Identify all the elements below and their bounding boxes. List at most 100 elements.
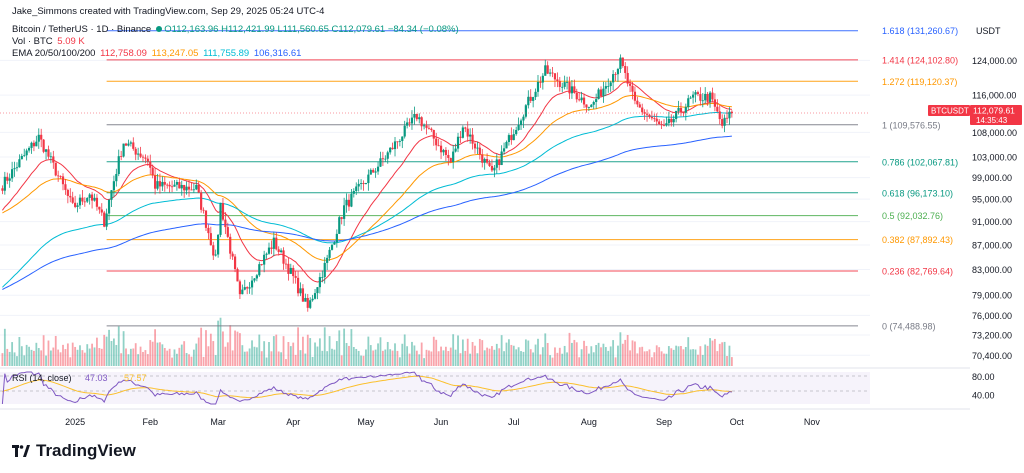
- candle: [255, 273, 258, 282]
- volume-bar: [626, 334, 629, 366]
- candle: [197, 181, 200, 194]
- volume-bar: [648, 349, 651, 366]
- volume-bar: [706, 345, 709, 366]
- volume-bar: [498, 348, 501, 366]
- volume-bar: [369, 345, 372, 366]
- candle: [449, 157, 452, 164]
- volume-bar: [493, 349, 496, 366]
- volume-bar: [704, 344, 707, 366]
- candle: [209, 226, 212, 246]
- candle: [158, 173, 162, 194]
- volume-bar: [338, 330, 341, 366]
- candle: [78, 194, 82, 210]
- volume-bar: [348, 345, 350, 366]
- candle: [333, 241, 336, 245]
- volume-bar: [663, 353, 665, 366]
- volume-bar: [272, 336, 275, 366]
- volume-bar: [556, 352, 559, 366]
- volume-bar: [66, 343, 69, 366]
- candle: [602, 81, 605, 103]
- time-tick-label: Feb: [142, 417, 158, 427]
- ema-label: EMA 20/50/100/200: [12, 48, 96, 59]
- candle: [621, 57, 624, 68]
- volume-bar: [163, 347, 166, 366]
- volume-bar: [529, 349, 532, 366]
- volume-bar: [18, 337, 21, 366]
- candle: [170, 180, 174, 193]
- volume-bar: [571, 342, 573, 366]
- volume-bar: [544, 333, 547, 366]
- ema-legend[interactable]: EMA 20/50/100/200 112,758.09 113,247.05 …: [12, 48, 303, 59]
- candle: [350, 188, 353, 208]
- candle: [590, 103, 593, 108]
- tradingview-logo[interactable]: TradingView: [12, 441, 136, 461]
- volume-bar: [587, 353, 590, 366]
- volume-bar: [716, 351, 719, 366]
- volume-bar: [299, 350, 302, 366]
- candle: [207, 224, 210, 240]
- volume-bar: [607, 350, 610, 366]
- candle: [180, 180, 183, 196]
- symbol-title[interactable]: Bitcoin / TetherUS · 1D · Binance: [12, 24, 152, 35]
- candle: [490, 159, 494, 173]
- volume-bar: [321, 350, 324, 366]
- candle: [229, 233, 232, 260]
- candle: [42, 139, 45, 154]
- volume-bar: [120, 353, 123, 366]
- volume-bar: [612, 340, 615, 366]
- volume-bar: [64, 349, 67, 366]
- candlesticks[interactable]: [1, 54, 733, 312]
- volume-bar: [178, 347, 181, 366]
- fib-level-label: 0.5 (92,032.76): [882, 211, 943, 221]
- volume-bar: [621, 343, 624, 366]
- fib-level-label: 1.414 (124,102.80): [882, 55, 958, 65]
- volume-bar: [185, 353, 188, 366]
- candle: [352, 188, 355, 198]
- price-tick-label: 76,000.00: [972, 311, 1012, 321]
- volume-bar: [675, 345, 678, 366]
- candle: [90, 191, 94, 209]
- candle: [386, 150, 389, 164]
- candle: [459, 130, 462, 143]
- candle: [728, 107, 731, 125]
- candle: [299, 282, 302, 297]
- volume-bar: [728, 345, 731, 366]
- volume-bar: [532, 352, 535, 366]
- volume-bar: [425, 349, 428, 366]
- volume-bar: [476, 353, 479, 366]
- fib-level-label: 0 (74,488.98): [882, 321, 936, 331]
- candle: [231, 251, 234, 260]
- candle: [221, 197, 225, 222]
- ema100-value: 111,755.89: [203, 48, 250, 59]
- volume-bar: [263, 341, 266, 366]
- volume-bar: [86, 344, 89, 366]
- candle: [134, 146, 137, 161]
- time-tick-label: Jul: [508, 417, 520, 427]
- volume-bar: [457, 335, 459, 366]
- candle: [292, 265, 295, 284]
- candle: [318, 272, 321, 294]
- candle: [408, 118, 411, 127]
- candle: [476, 141, 479, 155]
- volume-bar: [464, 350, 467, 366]
- volume-bar: [629, 350, 631, 366]
- volume-bar: [98, 348, 101, 366]
- volume-bar: [524, 339, 527, 366]
- volume-bar: [115, 344, 118, 366]
- volume-bar: [377, 343, 379, 366]
- volume-legend[interactable]: Vol · BTC 5.09 K: [12, 36, 87, 47]
- price-tick-label: 91,000.00: [972, 217, 1012, 227]
- candle: [127, 139, 130, 147]
- volume-bar: [551, 357, 554, 366]
- candle: [406, 117, 409, 129]
- volume-bar: [403, 334, 406, 366]
- price-tick-label: 124,000.00: [972, 56, 1017, 66]
- candle: [556, 72, 559, 88]
- volume-bar: [108, 329, 110, 366]
- volume-bar: [343, 328, 346, 366]
- candle: [418, 113, 421, 124]
- fib-level-label: 0.382 (87,892.43): [882, 235, 953, 245]
- volume-bar: [500, 335, 503, 366]
- volume-bar: [323, 327, 326, 366]
